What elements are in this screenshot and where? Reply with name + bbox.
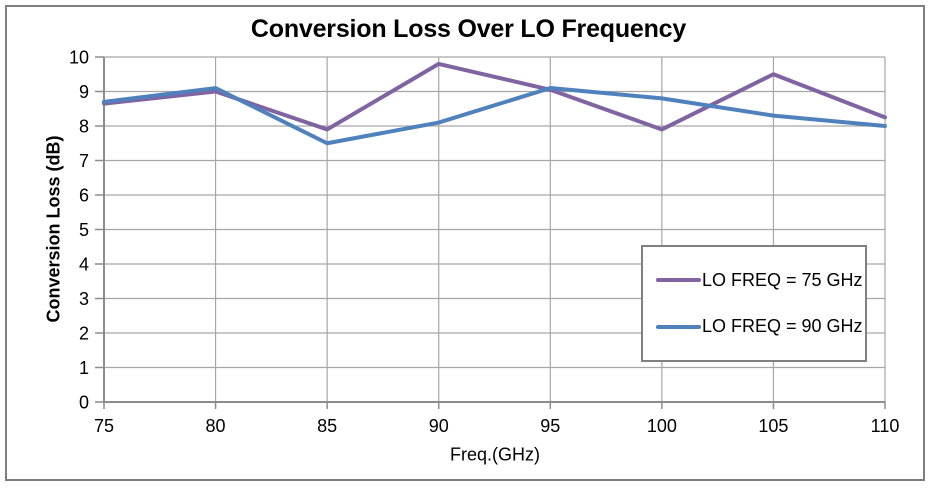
legend-label: LO FREQ = 75 GHz (702, 269, 863, 290)
y-tick-label: 10 (69, 48, 89, 68)
y-tick-label: 7 (79, 151, 89, 171)
y-tick-label: 5 (79, 220, 89, 240)
x-tick-label: 80 (206, 416, 226, 436)
x-tick-label: 105 (758, 416, 788, 436)
x-tick-label: 100 (647, 416, 677, 436)
legend-line-swatch (656, 278, 701, 283)
x-tick-label: 75 (94, 416, 114, 436)
x-tick-label: 95 (540, 416, 560, 436)
series-line-1 (102, 61, 887, 132)
y-tick-label: 6 (79, 186, 89, 206)
y-tick-label: 0 (79, 393, 89, 413)
chart-border-frame (5, 5, 925, 481)
series-line-2 (102, 86, 887, 146)
x-tick-label: 90 (429, 416, 449, 436)
chart-title: Conversion Loss Over LO Frequency (250, 15, 687, 43)
legend-item: LO FREQ = 75 GHz (656, 269, 863, 291)
y-axis-title: Conversion Loss (dB) (43, 135, 64, 323)
x-tick-label: 85 (317, 416, 337, 436)
y-tick-label: 9 (79, 82, 89, 102)
legend: LO FREQ = 75 GHz LO FREQ = 90 GHz (641, 245, 867, 362)
y-tick-label: 1 (79, 358, 89, 378)
y-tick-label: 4 (79, 255, 89, 275)
legend-item: LO FREQ = 90 GHz (656, 316, 863, 337)
y-tick-label: 2 (79, 324, 89, 344)
x-axis-title: Freq.(GHz) (450, 444, 540, 465)
y-tick-label: 3 (79, 289, 89, 309)
legend-line-swatch (656, 324, 701, 329)
x-tick-label: 110 (871, 416, 900, 436)
legend-label: LO FREQ = 90 GHz (702, 316, 863, 337)
y-tick-label: 8 (79, 117, 89, 137)
